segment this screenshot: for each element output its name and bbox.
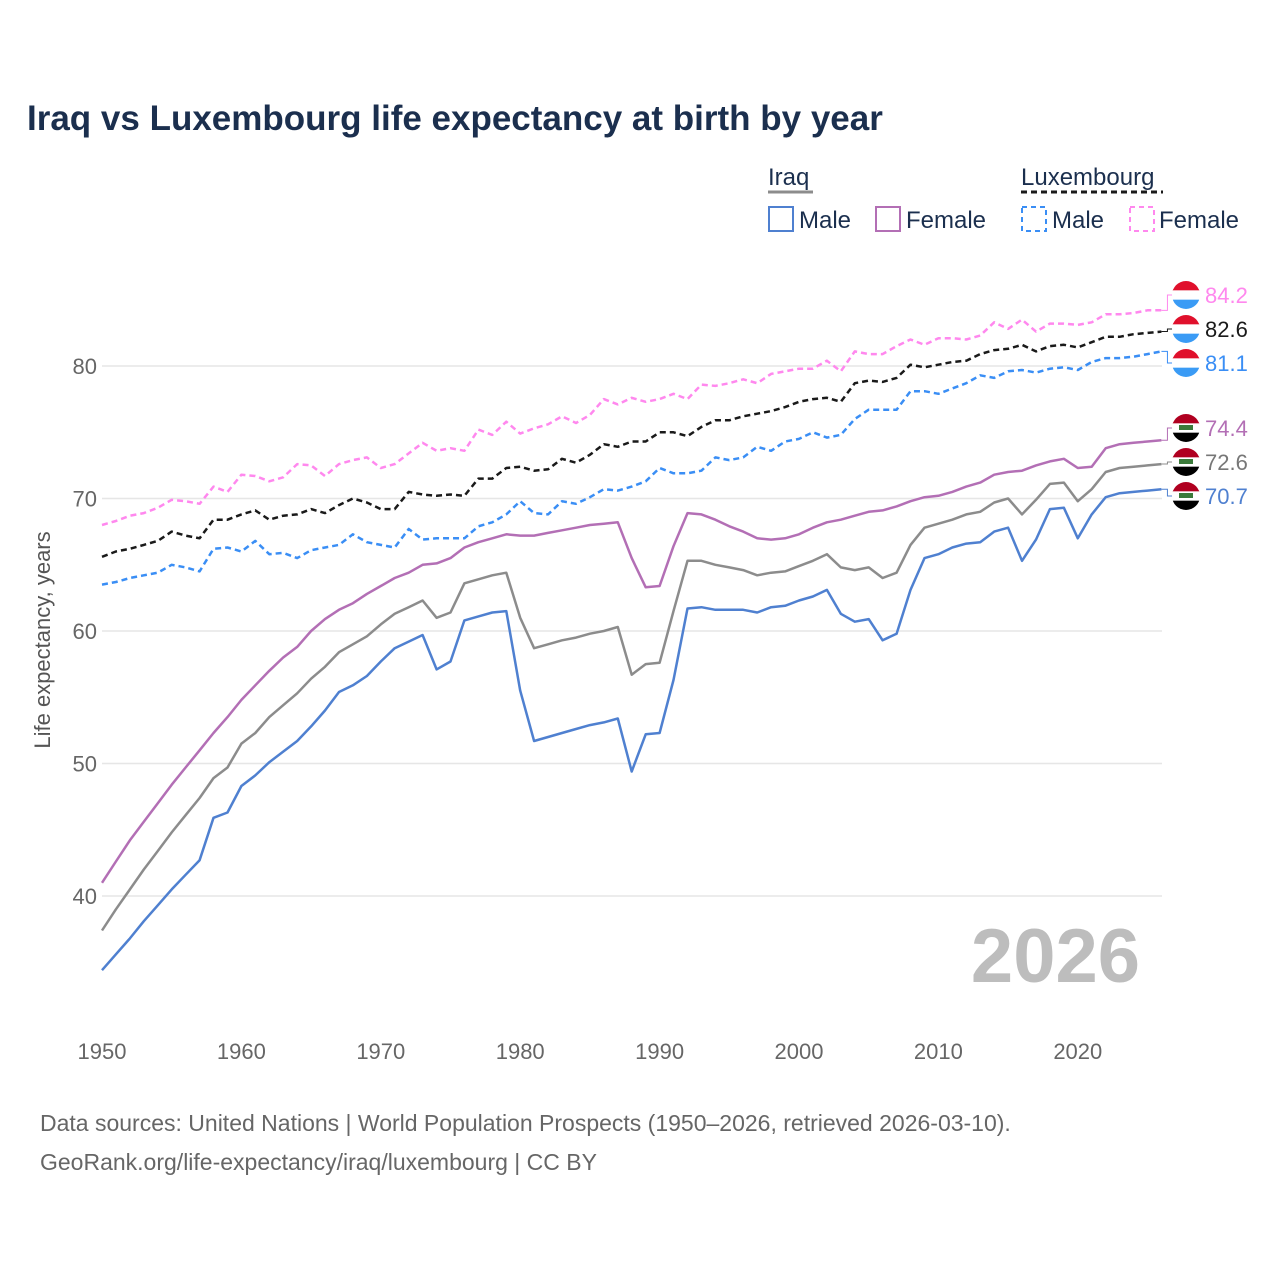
x-tick-label: 2020 [1053,1039,1102,1064]
end-value-label: 70.7 [1205,484,1248,509]
series-line-iraq-female [100,438,1162,884]
legend-iraq-male[interactable]: Male [799,207,851,234]
iraq-flag-icon [1172,482,1200,510]
y-axis: 40 50 60 70 80 [73,354,97,909]
luxembourg-flag-icon [1172,349,1200,377]
legend-group-iraq: Iraq [768,164,809,191]
end-connector [1161,328,1174,333]
source-line-2[interactable]: GeoRank.org/life-expectancy/iraq/luxembo… [40,1149,597,1175]
legend-group-luxembourg: Luxembourg [1021,164,1154,191]
y-tick-label: 60 [73,619,97,644]
iraq-flag-icon [1172,448,1200,476]
x-tick-label: 1950 [78,1039,127,1064]
end-labels: 84.2 82.6 81.1 74.4 72.6 70.7 [1161,281,1248,510]
iraq-flag-icon [1172,414,1200,442]
series-line-iraq-male [101,487,1162,972]
series-line-luxembourg-male [101,350,1162,586]
end-value-label: 81.1 [1205,351,1248,376]
source-line-1: Data sources: United Nations | World Pop… [40,1110,1011,1136]
end-value-label: 72.6 [1205,450,1248,475]
legend-lux-male-swatch [1021,206,1047,232]
series-line-luxembourg [101,330,1162,558]
legend-iraq-male-swatch [768,206,794,232]
end-connector [1161,350,1174,364]
series-lines [100,309,1162,972]
legend-lux-female-swatch [1129,206,1155,232]
x-tick-label: 1990 [635,1039,684,1064]
end-value-label: 84.2 [1205,283,1248,308]
y-tick-label: 50 [73,752,97,777]
end-value-label: 74.4 [1205,416,1248,441]
y-axis-label: Life expectancy, years [30,531,55,748]
year-watermark: 2026 [971,914,1140,999]
x-tick-label: 2010 [914,1039,963,1064]
chart-title: Iraq vs Luxembourg life expectancy at bi… [27,99,883,138]
luxembourg-flag-icon [1172,281,1200,309]
legend-lux-female[interactable]: Female [1159,207,1239,234]
series-line-iraq [100,462,1162,932]
legend-iraq-female[interactable]: Female [906,207,986,234]
x-tick-label: 1960 [217,1039,266,1064]
x-axis: 1950 1960 1970 1980 1990 2000 2010 2020 [78,1039,1103,1064]
x-tick-label: 2000 [775,1039,824,1064]
end-connector [1161,461,1174,465]
y-tick-label: 40 [73,884,97,909]
y-tick-label: 80 [73,354,97,379]
legend: Iraq Male Female Luxembourg Male Female [768,164,1239,234]
grid [102,365,1162,897]
end-value-label: 82.6 [1205,317,1248,342]
end-connector [1161,488,1174,497]
end-connector [1161,294,1174,311]
y-tick-label: 70 [73,487,97,512]
end-connector [1161,427,1174,441]
luxembourg-flag-icon [1172,315,1200,343]
x-tick-label: 1980 [496,1039,545,1064]
legend-iraq-female-swatch [875,206,901,232]
x-tick-label: 1970 [356,1039,405,1064]
series-line-luxembourg-female [101,309,1162,527]
legend-lux-male[interactable]: Male [1052,207,1104,234]
